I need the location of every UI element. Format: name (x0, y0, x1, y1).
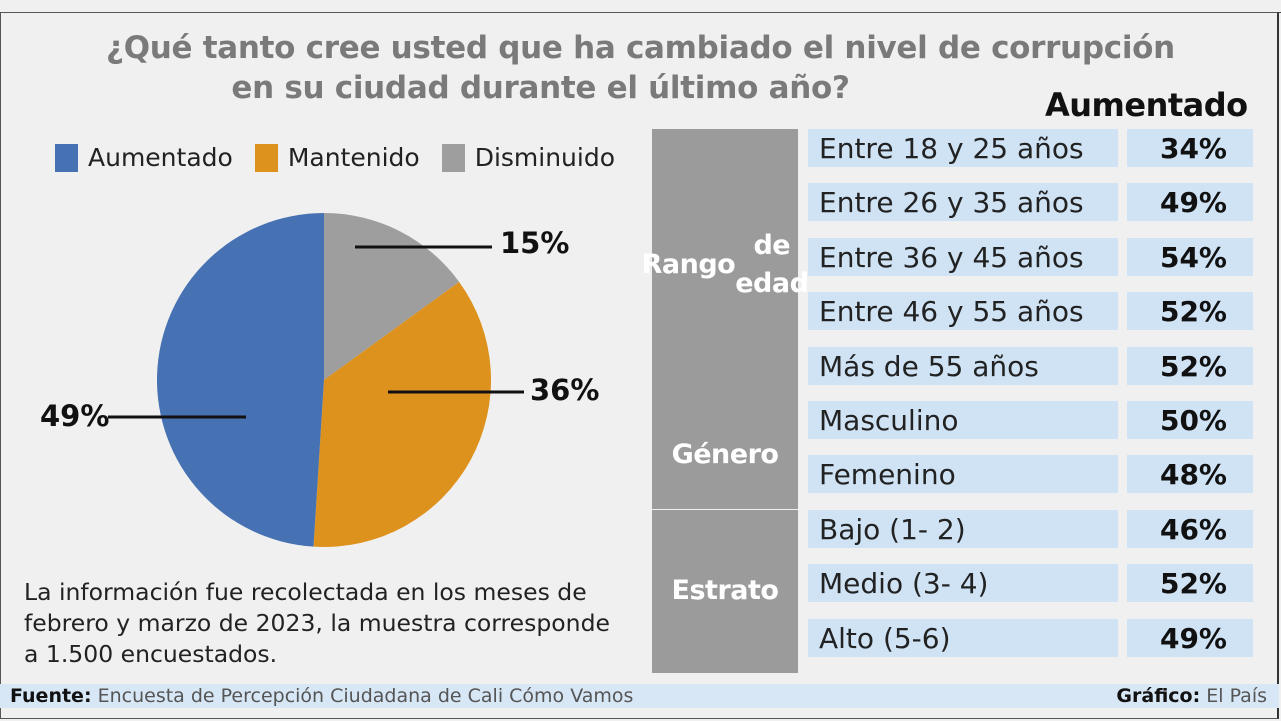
row-label: Medio (3- 4) (808, 564, 1118, 603)
pie-slice-aumentado (156, 213, 324, 547)
legend-item-mantenido: Mantenido (254, 143, 420, 172)
row-value: 54% (1127, 237, 1253, 276)
row-value: 50% (1127, 401, 1253, 439)
chart-title-line1: ¿Qué tanto cree usted que ha cambiado el… (106, 30, 1175, 66)
group-label: Rango de edad (642, 129, 809, 401)
row-label: Entre 36 y 45 años (808, 237, 1118, 276)
row-value: 48% (1127, 455, 1253, 494)
legend-label: Mantenido (287, 143, 420, 172)
row-label: Masculino (808, 401, 1118, 439)
row-label: Más de 55 años (808, 346, 1118, 385)
source-text: Encuesta de Percepción Ciudadana de Cali… (97, 685, 634, 707)
group-label: Género (652, 401, 798, 510)
table-header: Aumentado (1045, 86, 1248, 124)
row-value: 34% (1127, 129, 1253, 167)
group-label-line: Estrato (671, 575, 779, 607)
pie-slice-mantenido (313, 281, 492, 547)
row-label: Bajo (1- 2) (808, 509, 1118, 548)
group-label-line: Rango (641, 248, 736, 280)
row-value: 49% (1127, 183, 1253, 222)
credit-text: El País (1206, 685, 1267, 707)
group-label-line: de edad (735, 229, 809, 299)
slice-label-mantenido: 36% (530, 373, 599, 407)
group-label-line: Género (671, 439, 779, 471)
row-value: 46% (1127, 509, 1253, 548)
pie-slice-disminuido (324, 213, 460, 380)
row-label: Entre 18 y 25 años (808, 129, 1118, 167)
row-value: 49% (1127, 618, 1253, 657)
row-label: Femenino (808, 455, 1118, 494)
legend-swatch-mantenido (254, 143, 278, 172)
legend-swatch-disminuido (441, 143, 465, 172)
footer: Fuente: Encuesta de Percepción Ciudadana… (0, 684, 1279, 708)
credit-label: Gráfico: (1116, 685, 1201, 707)
legend-swatch-aumentado (55, 143, 78, 172)
pie-chart: 15% 36% 49% (40, 213, 599, 547)
methodology-note: La información fue recolectada en los me… (24, 578, 610, 668)
row-value: 52% (1127, 564, 1253, 603)
legend-label: Disminuido (474, 143, 616, 172)
group-label: Estrato (652, 509, 798, 673)
slice-label-disminuido: 15% (500, 226, 569, 260)
row-label: Entre 26 y 35 años (808, 183, 1118, 222)
legend: Aumentado Mantenido Disminuido (55, 143, 637, 172)
row-label: Entre 46 y 55 años (808, 292, 1118, 331)
row-label: Alto (5-6) (808, 618, 1118, 657)
row-value: 52% (1127, 292, 1253, 331)
legend-item-disminuido: Disminuido (441, 143, 616, 172)
row-value: 52% (1127, 346, 1253, 385)
frame (0, 12, 1279, 719)
source-label: Fuente: (10, 685, 92, 707)
legend-item-aumentado: Aumentado (55, 143, 233, 172)
legend-label: Aumentado (88, 143, 233, 172)
slice-label-aumentado: 49% (40, 399, 109, 433)
chart-title-line2: en su ciudad durante el último año? (231, 70, 850, 106)
